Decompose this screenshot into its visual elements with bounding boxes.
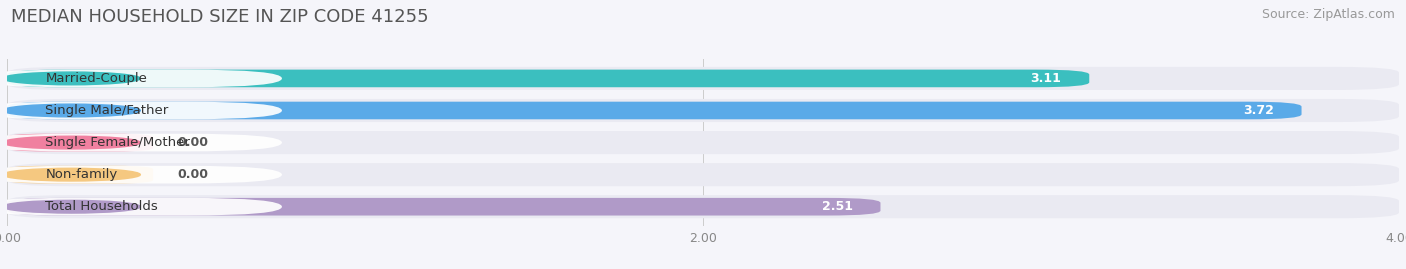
FancyBboxPatch shape: [0, 102, 283, 119]
FancyBboxPatch shape: [7, 67, 1399, 90]
Text: Source: ZipAtlas.com: Source: ZipAtlas.com: [1261, 8, 1395, 21]
Circle shape: [3, 136, 141, 149]
Circle shape: [3, 72, 141, 85]
Text: Single Female/Mother: Single Female/Mother: [45, 136, 190, 149]
FancyBboxPatch shape: [7, 195, 1399, 218]
FancyBboxPatch shape: [7, 198, 880, 215]
FancyBboxPatch shape: [7, 99, 1399, 122]
Circle shape: [3, 168, 141, 181]
Text: Married-Couple: Married-Couple: [45, 72, 148, 85]
FancyBboxPatch shape: [7, 102, 1302, 119]
Text: Total Households: Total Households: [45, 200, 157, 213]
FancyBboxPatch shape: [7, 70, 1090, 87]
Text: 3.72: 3.72: [1243, 104, 1274, 117]
Text: Single Male/Father: Single Male/Father: [45, 104, 169, 117]
Text: Non-family: Non-family: [45, 168, 118, 181]
FancyBboxPatch shape: [0, 166, 283, 183]
FancyBboxPatch shape: [7, 131, 1399, 154]
Text: 0.00: 0.00: [177, 168, 208, 181]
Text: 2.51: 2.51: [821, 200, 852, 213]
FancyBboxPatch shape: [0, 198, 283, 215]
Text: MEDIAN HOUSEHOLD SIZE IN ZIP CODE 41255: MEDIAN HOUSEHOLD SIZE IN ZIP CODE 41255: [11, 8, 429, 26]
FancyBboxPatch shape: [7, 163, 1399, 186]
FancyBboxPatch shape: [7, 134, 153, 151]
FancyBboxPatch shape: [7, 166, 153, 183]
FancyBboxPatch shape: [0, 70, 283, 87]
Circle shape: [3, 200, 141, 213]
FancyBboxPatch shape: [0, 134, 283, 151]
Text: 3.11: 3.11: [1031, 72, 1062, 85]
Text: 0.00: 0.00: [177, 136, 208, 149]
Circle shape: [3, 104, 141, 117]
